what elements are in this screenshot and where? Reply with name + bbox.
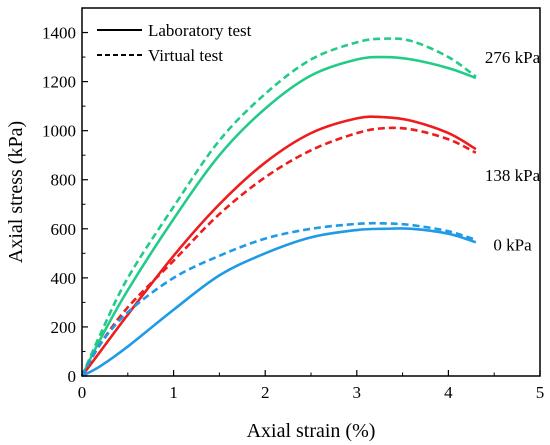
annotation-label: 0 kPa (493, 236, 532, 255)
series-layer (80, 37, 477, 378)
y-tick-label: 800 (51, 171, 77, 190)
series-line-138-kpa-solid (80, 115, 477, 377)
annotation-label: 138 kPa (485, 166, 541, 185)
y-tick-label: 0 (68, 367, 77, 386)
annotations-layer: 276 kPa 138 kPa 0 kPa (485, 48, 541, 255)
x-tick-label: 3 (353, 383, 362, 402)
legend: Laboratory test Virtual test (97, 21, 252, 65)
y-tick-label: 200 (51, 318, 77, 337)
series-line-0-kpa-solid (81, 227, 477, 378)
series-line-276-kpa-dashed (80, 37, 477, 377)
x-tick-label: 1 (169, 383, 178, 402)
series-line-276-kpa-solid (80, 55, 477, 377)
y-tick-label: 1200 (42, 73, 76, 92)
y-tick-label: 600 (51, 220, 77, 239)
ticks-layer: 0 1 2 3 4 5 0 200 400 600 800 1000 1200 1400 (42, 24, 544, 402)
y-tick-label: 1000 (42, 122, 76, 141)
legend-label: Virtual test (148, 46, 223, 65)
series-line-138-kpa-dashed (80, 126, 477, 377)
x-tick-label: 0 (78, 383, 87, 402)
x-tick-label: 4 (444, 383, 453, 402)
x-axis-label: Axial strain (%) (247, 420, 376, 442)
y-tick-label: 400 (51, 269, 77, 288)
legend-label: Laboratory test (148, 21, 252, 40)
annotation-label: 276 kPa (485, 48, 541, 67)
series-line-0-kpa-dashed (80, 221, 477, 377)
x-tick-label: 5 (536, 383, 545, 402)
y-axis-label: Axial stress (kPa) (5, 121, 27, 263)
x-tick-label: 2 (261, 383, 270, 402)
y-tick-label: 1400 (42, 24, 76, 43)
